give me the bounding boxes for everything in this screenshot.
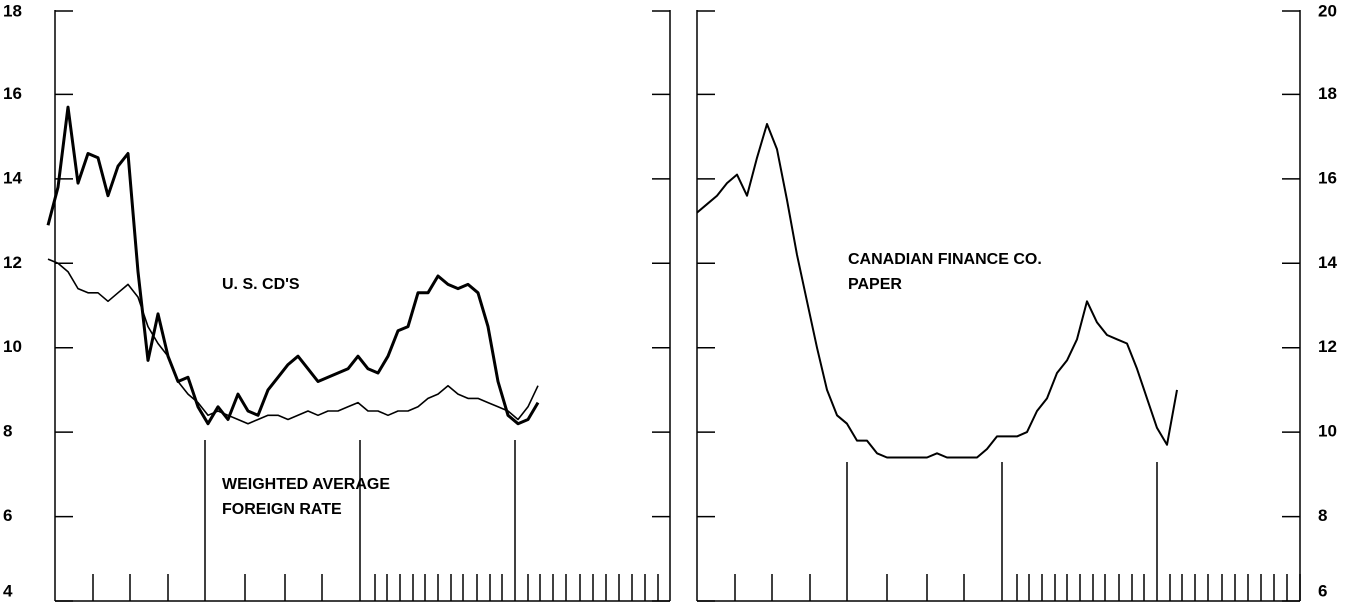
y-tick-label: 6 <box>3 506 12 525</box>
y-tick-label: 8 <box>1318 506 1327 525</box>
y-tick-label: 10 <box>1318 422 1337 441</box>
data-line <box>46 105 540 426</box>
data-line <box>47 258 539 425</box>
annotation: U. S. CD'S <box>222 276 300 293</box>
y-tick-label: 6 <box>1318 581 1327 600</box>
y-tick-label: 16 <box>3 84 22 103</box>
annotation: CANADIAN FINANCE CO. <box>848 251 1042 268</box>
y-tick-label: 18 <box>3 1 22 20</box>
y-tick-label: 12 <box>1318 337 1337 356</box>
y-tick-label: 20 <box>1318 1 1337 20</box>
y-tick-label: 14 <box>1318 253 1337 272</box>
y-tick-label: 16 <box>1318 168 1337 187</box>
annotation: FOREIGN RATE <box>222 501 342 518</box>
annotation: PAPER <box>848 276 902 293</box>
y-tick-label: 10 <box>3 337 22 356</box>
y-tick-label: 8 <box>3 422 12 441</box>
data-line <box>696 123 1178 459</box>
y-tick-label: 4 <box>3 581 13 600</box>
y-tick-label: 18 <box>1318 84 1337 103</box>
annotation: WEIGHTED AVERAGE <box>222 476 390 493</box>
y-tick-label: 14 <box>3 168 22 187</box>
y-tick-label: 12 <box>3 253 22 272</box>
